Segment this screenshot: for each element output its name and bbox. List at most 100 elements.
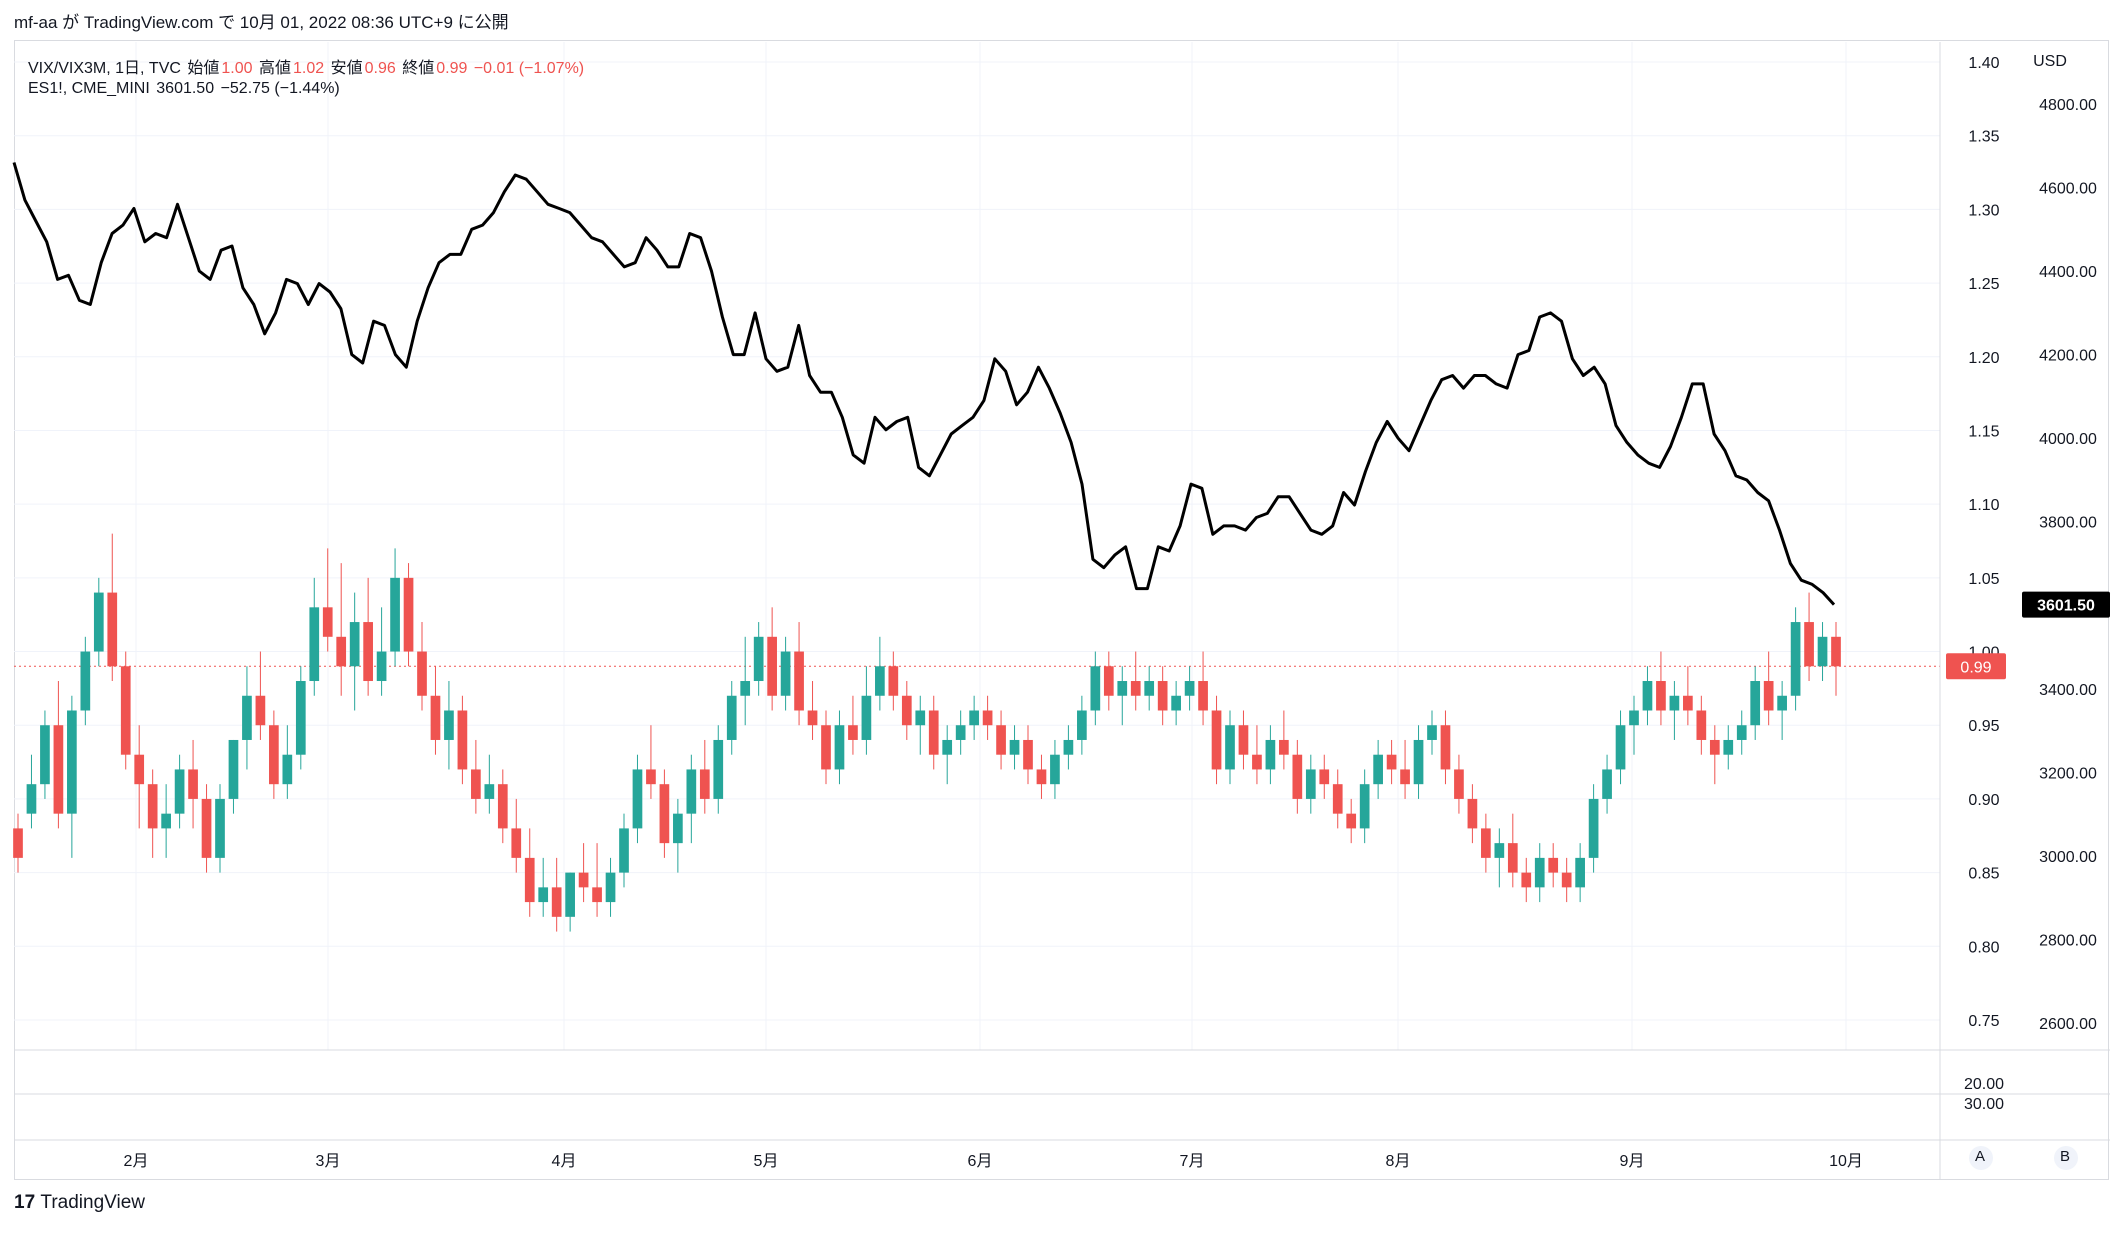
legend-series1-name: VIX/VIX3M, 1日, TVC (28, 60, 181, 77)
ratio-tick-label: 1.30 (1968, 202, 1999, 219)
candle-body (1265, 739, 1276, 770)
candle-body (592, 887, 602, 903)
candle-body (403, 577, 414, 652)
candle-body (497, 784, 508, 829)
candle-body (511, 828, 522, 858)
legend-low-label: 安値 (330, 60, 363, 77)
price-tick-label: 4800.00 (2039, 97, 2097, 114)
candle-body (1427, 725, 1437, 740)
price-tick-label: 3200.00 (2039, 765, 2097, 782)
candle-body (1454, 769, 1464, 799)
legend-series1: VIX/VIX3M, 1日, TVC 始値 1.00 高値 1.02 安値 0.96 … (28, 54, 586, 78)
candle-body (1157, 681, 1168, 711)
ratio-tick-label: 1.05 (1968, 571, 1999, 588)
candle-body (295, 681, 306, 755)
candle-body (1225, 725, 1235, 770)
candle-body (848, 725, 858, 740)
month-label: 6月 (968, 1153, 993, 1170)
candle-body (80, 651, 91, 711)
price-tick-label: 2800.00 (2039, 932, 2097, 949)
candle-body (1467, 798, 1478, 829)
candle-body (982, 710, 993, 726)
month-label: 9月 (1620, 1153, 1645, 1170)
candle-body (1642, 681, 1653, 711)
candle-body (753, 636, 764, 682)
candle-body (821, 725, 831, 770)
candle-body (1588, 798, 1599, 858)
candle-body (1198, 681, 1208, 711)
candle-body (1171, 695, 1181, 711)
candle-body (1144, 681, 1155, 696)
candle-body (996, 725, 1006, 755)
scale-button-a[interactable]: A (1975, 1148, 1986, 1165)
candle-body (740, 681, 751, 696)
candle-body (147, 784, 158, 829)
candle-body (1534, 857, 1545, 888)
candle-body (524, 857, 535, 903)
candle-body (1736, 725, 1747, 740)
ratio-tick-label: 1.40 (1968, 55, 1999, 72)
scale-button-b-bg (2054, 1146, 2078, 1170)
legend-open-label: 始値 (187, 60, 220, 77)
legend-low-value: 0.96 (364, 60, 396, 77)
candle-body (794, 651, 804, 711)
candle-body (1602, 769, 1612, 799)
candle-body (1319, 769, 1330, 785)
ratio-tick-label: 1.20 (1968, 350, 1999, 367)
candle-body (659, 784, 670, 844)
candle-body (767, 636, 777, 696)
month-label: 4月 (552, 1153, 577, 1170)
candle-body (228, 739, 239, 799)
candle-body (1279, 739, 1289, 755)
candle-body (605, 872, 616, 903)
candle-body (376, 651, 387, 682)
candle-body (955, 725, 966, 740)
ratio-tick-label: 1.25 (1968, 276, 1999, 293)
candle-body (201, 798, 212, 858)
price-tick-label: 3000.00 (2039, 849, 2097, 866)
legend-series2-name: ES1!, CME_MINI (28, 80, 150, 97)
legend-close-label: 終値 (402, 60, 435, 77)
candle-body (188, 769, 198, 799)
candle-body (565, 872, 575, 917)
candle-body (928, 710, 939, 755)
scale-button-b[interactable]: B (2060, 1148, 2071, 1165)
legend-series2-change: −52.75 (−1.44%) (220, 80, 340, 97)
candle-body (1023, 739, 1033, 770)
candle-body (915, 710, 926, 726)
candle-body (901, 695, 912, 726)
candle-body (1521, 872, 1532, 888)
legend-series2-last: 3601.50 (156, 80, 215, 97)
candle-body (40, 725, 50, 785)
candle-body (107, 592, 118, 667)
ratio-tick-label: 1.15 (1968, 423, 1999, 440)
candle-body (1790, 622, 1801, 696)
candle-body (1238, 725, 1249, 755)
candle-body (942, 739, 953, 755)
candle-body (1130, 681, 1141, 696)
candle-body (336, 636, 347, 667)
es-line-layer (12, 162, 1836, 606)
legend-series1-change: −0.01 (−1.07%) (473, 60, 585, 77)
tradingview-brand-text: TradingView (40, 1192, 145, 1213)
candle-body (619, 828, 629, 873)
candle-body (834, 725, 845, 770)
candle-body (1629, 710, 1639, 726)
candle-body (1400, 769, 1410, 785)
sub-tick-label: 20.00 (1964, 1076, 2004, 1093)
candle-body (1561, 872, 1572, 888)
es-price-line (12, 162, 1836, 606)
candle-body (1548, 857, 1559, 873)
candle-body (282, 754, 293, 785)
candle-body (215, 798, 225, 858)
legend-high-label: 高値 (259, 60, 292, 77)
candle-body (1386, 754, 1397, 770)
candle-body (713, 739, 724, 799)
candle-body (632, 769, 643, 829)
candle-body (1656, 681, 1666, 711)
candle-body (1077, 710, 1087, 740)
grid-lines (14, 42, 1940, 1050)
tradingview-brand[interactable]: 17 TradingView (14, 1192, 145, 1214)
ratio-tick-label: 0.85 (1968, 866, 1999, 883)
